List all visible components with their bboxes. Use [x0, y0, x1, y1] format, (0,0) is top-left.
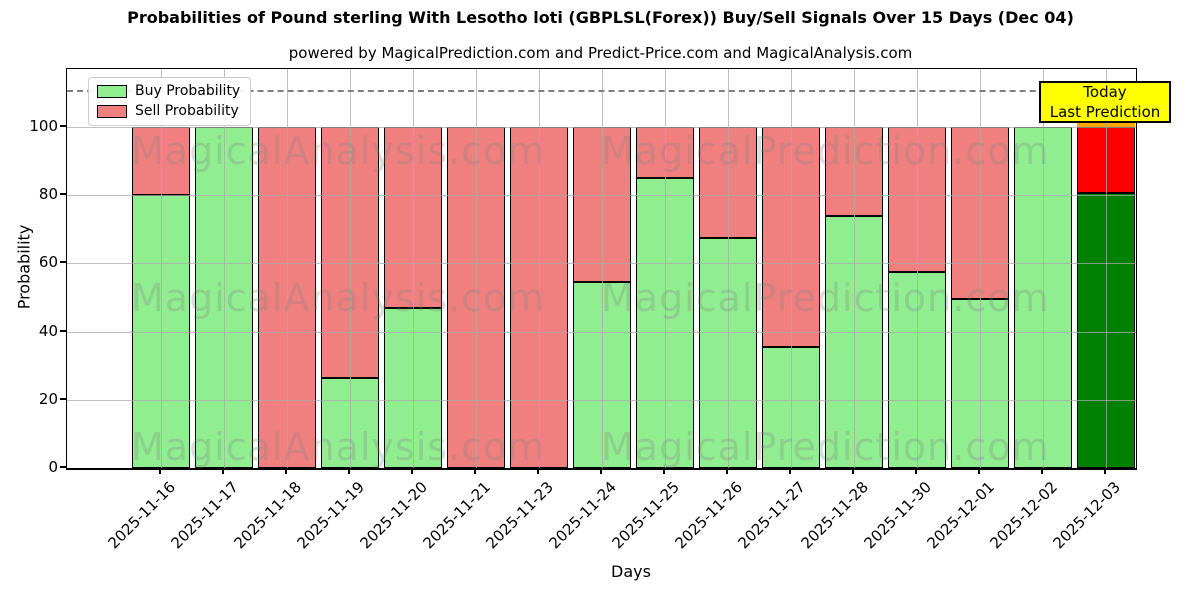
y-tick-label: 80 — [38, 185, 58, 204]
y-tick-mark — [60, 329, 66, 332]
today-annotation-line2: Last Prediction — [1049, 103, 1161, 121]
x-tick-label: 2025-11-17 — [167, 478, 242, 553]
chart-subtitle: powered by MagicalPrediction.com and Pre… — [288, 44, 913, 62]
x-tick-label: 2025-11-23 — [482, 478, 557, 553]
today-annotation-line1: Today — [1083, 83, 1127, 101]
x-tick-mark — [1104, 468, 1106, 474]
h-gridline — [67, 195, 1136, 197]
v-gridline — [350, 69, 351, 468]
watermark-text: MagicalPrediction.com — [601, 425, 1050, 469]
v-gridline — [728, 69, 729, 468]
x-tick-label: 2025-11-20 — [356, 478, 431, 553]
y-tick-label: 20 — [38, 389, 58, 408]
x-tick-label: 2025-11-26 — [671, 478, 746, 553]
x-tick-label: 2025-12-03 — [1049, 478, 1124, 553]
x-tick-mark — [915, 468, 917, 474]
legend-label-buy: Buy Probability — [135, 83, 241, 99]
y-tick-mark — [60, 261, 66, 264]
v-gridline — [1043, 69, 1044, 468]
x-tick-label: 2025-11-24 — [545, 478, 620, 553]
v-gridline — [224, 69, 225, 468]
v-gridline — [1106, 69, 1107, 468]
chart-title: Probabilities of Pound sterling With Les… — [127, 8, 1074, 27]
x-tick-mark — [411, 468, 413, 474]
x-tick-label: 2025-12-02 — [986, 478, 1061, 553]
x-tick-label: 2025-11-27 — [734, 478, 809, 553]
x-tick-mark — [789, 468, 791, 474]
x-tick-mark — [222, 468, 224, 474]
y-tick-mark — [60, 193, 66, 196]
legend: Buy Probability Sell Probability — [88, 77, 252, 126]
buy-swatch-icon — [97, 85, 127, 98]
v-gridline — [602, 69, 603, 468]
x-tick-mark — [474, 468, 476, 474]
today-annotation: Today Last Prediction — [1039, 81, 1171, 123]
y-tick-mark — [60, 124, 66, 127]
v-gridline — [665, 69, 666, 468]
v-gridline — [287, 69, 288, 468]
x-tick-mark — [537, 468, 539, 474]
x-tick-mark — [663, 468, 665, 474]
h-gridline — [67, 263, 1136, 265]
v-gridline — [161, 69, 162, 468]
v-gridline — [413, 69, 414, 468]
v-gridline — [476, 69, 477, 468]
dashed-reference-line — [67, 90, 1136, 93]
x-tick-label: 2025-11-21 — [419, 478, 494, 553]
watermark-text: MagicalAnalysis.com — [131, 425, 546, 469]
legend-item-buy: Buy Probability — [97, 84, 240, 99]
y-tick-mark — [60, 466, 66, 468]
y-tick-label: 40 — [38, 321, 58, 340]
x-tick-mark — [1041, 468, 1043, 474]
watermark-text: MagicalPrediction.com — [601, 129, 1050, 173]
y-tick-label: 60 — [38, 253, 58, 272]
h-gridline — [67, 331, 1136, 333]
x-axis-label: Days — [611, 562, 651, 581]
x-tick-mark — [600, 468, 602, 474]
v-gridline — [980, 69, 981, 468]
watermark-text: MagicalPrediction.com — [601, 276, 1050, 320]
v-gridline — [539, 69, 540, 468]
x-tick-mark — [978, 468, 980, 474]
x-tick-mark — [285, 468, 287, 474]
y-tick-label: 0 — [48, 458, 58, 476]
x-tick-label: 2025-11-18 — [230, 478, 305, 553]
x-tick-label: 2025-11-16 — [104, 478, 179, 553]
v-gridline — [791, 69, 792, 468]
x-tick-mark — [348, 468, 350, 474]
x-tick-label: 2025-11-25 — [608, 478, 683, 553]
v-gridline — [854, 69, 855, 468]
x-tick-mark — [726, 468, 728, 474]
x-tick-label: 2025-12-01 — [923, 478, 998, 553]
watermark-text: MagicalAnalysis.com — [131, 276, 546, 320]
v-gridline — [917, 69, 918, 468]
x-tick-mark — [159, 468, 161, 474]
legend-label-sell: Sell Probability — [135, 103, 239, 119]
legend-item-sell: Sell Probability — [97, 104, 240, 119]
y-tick-label: 100 — [29, 116, 58, 135]
h-gridline — [67, 399, 1136, 401]
x-tick-label: 2025-11-28 — [797, 478, 872, 553]
x-tick-label: 2025-11-19 — [293, 478, 368, 553]
x-tick-label: 2025-11-30 — [860, 478, 935, 553]
plot-area: MagicalAnalysis.com MagicalPrediction.com… — [66, 68, 1137, 470]
x-tick-mark — [852, 468, 854, 474]
sell-swatch-icon — [97, 105, 127, 118]
watermark-text: MagicalAnalysis.com — [131, 129, 546, 173]
y-tick-mark — [60, 397, 66, 400]
h-gridline — [67, 126, 1136, 128]
